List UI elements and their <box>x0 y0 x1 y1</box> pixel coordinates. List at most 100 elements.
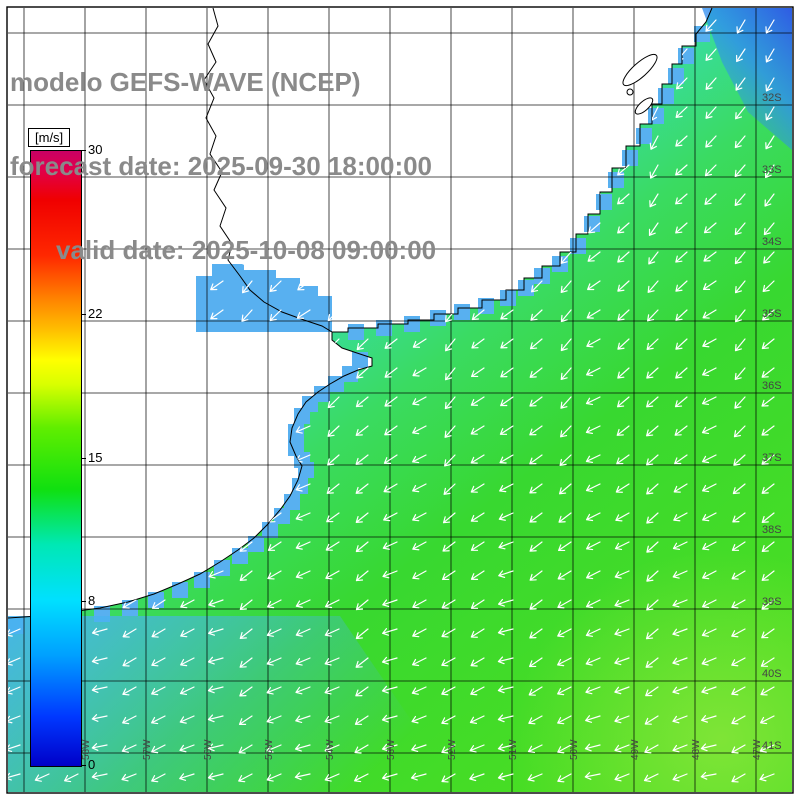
wind-arrow <box>93 512 108 522</box>
wind-arrow <box>734 396 746 409</box>
wind-arrow <box>584 772 601 780</box>
wind-arrow <box>8 367 21 377</box>
wind-arrow <box>384 425 398 436</box>
lon-label: 51W <box>508 739 519 760</box>
wind-arrow <box>732 483 746 495</box>
wind-arrow <box>649 19 659 34</box>
lat-label: 32S <box>762 92 782 104</box>
wind-arrow <box>585 657 601 666</box>
wind-arrow <box>179 483 195 493</box>
wind-arrow <box>500 222 514 233</box>
wind-arrow <box>499 454 514 464</box>
wind-arrow <box>732 512 746 523</box>
wind-arrow <box>614 744 630 753</box>
wind-arrow <box>326 483 340 494</box>
wind-arrow <box>532 193 543 207</box>
wind-arrow <box>497 772 514 781</box>
wind-arrow <box>731 686 746 696</box>
wind-arrow <box>646 483 659 495</box>
wind-arrow <box>617 222 630 234</box>
wind-arrow <box>91 714 108 722</box>
wind-arrow <box>8 772 21 781</box>
wind-arrow <box>64 773 79 783</box>
shallow-cell <box>122 600 138 616</box>
wind-arrow <box>412 338 427 348</box>
wind-arrow <box>473 222 485 235</box>
wind-arrow <box>533 135 543 150</box>
wind-arrow <box>444 251 456 265</box>
wind-arrow <box>295 541 311 550</box>
wind-arrow <box>91 656 108 665</box>
wind-arrow <box>470 425 485 435</box>
lon-label: 52W <box>447 739 458 760</box>
wind-arrow <box>765 77 775 92</box>
wind-arrow <box>762 309 775 321</box>
wind-arrow <box>703 222 717 234</box>
wind-arrow <box>761 338 775 350</box>
wind-arrow <box>296 367 311 377</box>
wind-arrow <box>614 628 630 637</box>
wind-arrow <box>643 773 659 783</box>
wind-arrow <box>586 309 601 319</box>
wind-arrow <box>705 77 717 90</box>
wind-arrow <box>674 425 688 436</box>
wind-arrow <box>207 656 224 665</box>
wind-arrow <box>93 454 108 464</box>
wind-arrow <box>500 338 514 349</box>
wind-arrow <box>238 715 253 725</box>
wind-arrow <box>531 251 543 264</box>
wind-arrow <box>649 135 659 150</box>
wind-arrow <box>560 338 572 352</box>
wind-arrow <box>93 367 108 378</box>
wind-arrow <box>122 628 137 638</box>
wind-arrow <box>207 772 224 781</box>
wind-arrow <box>241 309 253 322</box>
wind-arrow <box>702 483 717 493</box>
wind-arrow <box>617 251 630 263</box>
lon-label: 48W <box>691 739 702 760</box>
wind-arrow <box>441 599 456 609</box>
bottom-left-cyan <box>8 616 460 792</box>
wind-arrow <box>645 628 659 640</box>
wind-arrow <box>355 425 369 436</box>
wind-arrow <box>701 599 717 609</box>
wind-arrow <box>325 570 340 580</box>
wind-arrow <box>560 193 572 206</box>
wind-arrow <box>294 743 311 752</box>
wind-arrow <box>154 367 166 381</box>
wind-arrow <box>529 599 543 610</box>
wind-arrow <box>615 483 630 493</box>
wind-arrow <box>238 773 253 783</box>
wind-arrow <box>705 48 717 61</box>
wind-arrow <box>530 280 543 293</box>
wind-arrow <box>735 309 746 323</box>
wind-arrow <box>559 454 572 466</box>
wind-arrow <box>646 425 659 437</box>
wind-arrow <box>646 338 659 350</box>
wind-arrow <box>65 570 79 581</box>
wind-arrow <box>441 773 456 783</box>
wind-arrow <box>561 106 572 120</box>
wind-arrow <box>560 396 572 409</box>
wind-arrow <box>122 541 137 551</box>
wind-arrow <box>497 598 514 607</box>
wind-arrow <box>765 135 775 150</box>
wind-arrow <box>469 773 485 782</box>
wind-arrow <box>443 483 456 495</box>
wind-arrow <box>411 744 427 753</box>
wind-arrow <box>759 773 775 782</box>
wind-arrow <box>38 367 50 380</box>
green-glow <box>470 500 792 792</box>
wind-arrow <box>8 686 21 695</box>
wind-arrow <box>646 367 659 379</box>
wind-arrow <box>470 396 485 406</box>
wind-arrow <box>498 541 514 550</box>
wind-arrow <box>529 425 543 436</box>
wind-arrow <box>382 570 398 579</box>
wind-arrow <box>557 715 572 725</box>
wind-arrow <box>585 686 601 695</box>
wind-arrow <box>8 657 21 666</box>
wind-arrow <box>412 367 427 377</box>
wind-arrow <box>501 48 514 61</box>
